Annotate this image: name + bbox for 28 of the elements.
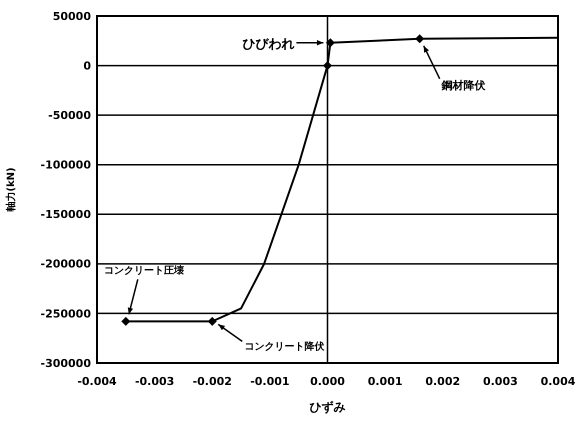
- y-tick-label: -100000: [40, 158, 92, 172]
- x-tick-label: 0.004: [540, 375, 576, 388]
- point: [415, 34, 424, 44]
- annotation: 鋼材降伏: [440, 78, 487, 92]
- x-tick-label: 0.002: [425, 375, 460, 388]
- x-tick-label: -0.003: [134, 375, 174, 388]
- point: [208, 316, 217, 326]
- point: [326, 38, 335, 48]
- point: [323, 61, 332, 70]
- x-tick-label: 0.001: [368, 375, 403, 388]
- y-tick-label: -50000: [48, 108, 92, 122]
- x-tick-label: 0.003: [482, 375, 518, 388]
- x-tick-label: 0.000: [310, 375, 346, 388]
- x-tick-label: -0.002: [192, 375, 232, 388]
- x-axis-title: ひずみ: [310, 400, 346, 414]
- y-axis-title: 軸力(kN): [5, 167, 17, 213]
- y-tick-label: -200000: [40, 258, 92, 271]
- x-tick-label: -0.004: [77, 375, 118, 388]
- annotation: コンクリート降伏: [244, 340, 326, 352]
- y-tick-label: -250000: [40, 307, 92, 320]
- annotation: ひびわれ: [242, 36, 294, 52]
- y-tick-label: 0: [83, 59, 92, 72]
- x-tick-label: -0.001: [250, 375, 290, 388]
- annotation: コンクリート圧壊: [104, 264, 184, 276]
- point: [121, 316, 130, 326]
- y-tick-label: 50000: [52, 10, 92, 23]
- y-tick-label: -300000: [40, 356, 92, 370]
- y-tick-label: -150000: [40, 208, 92, 222]
